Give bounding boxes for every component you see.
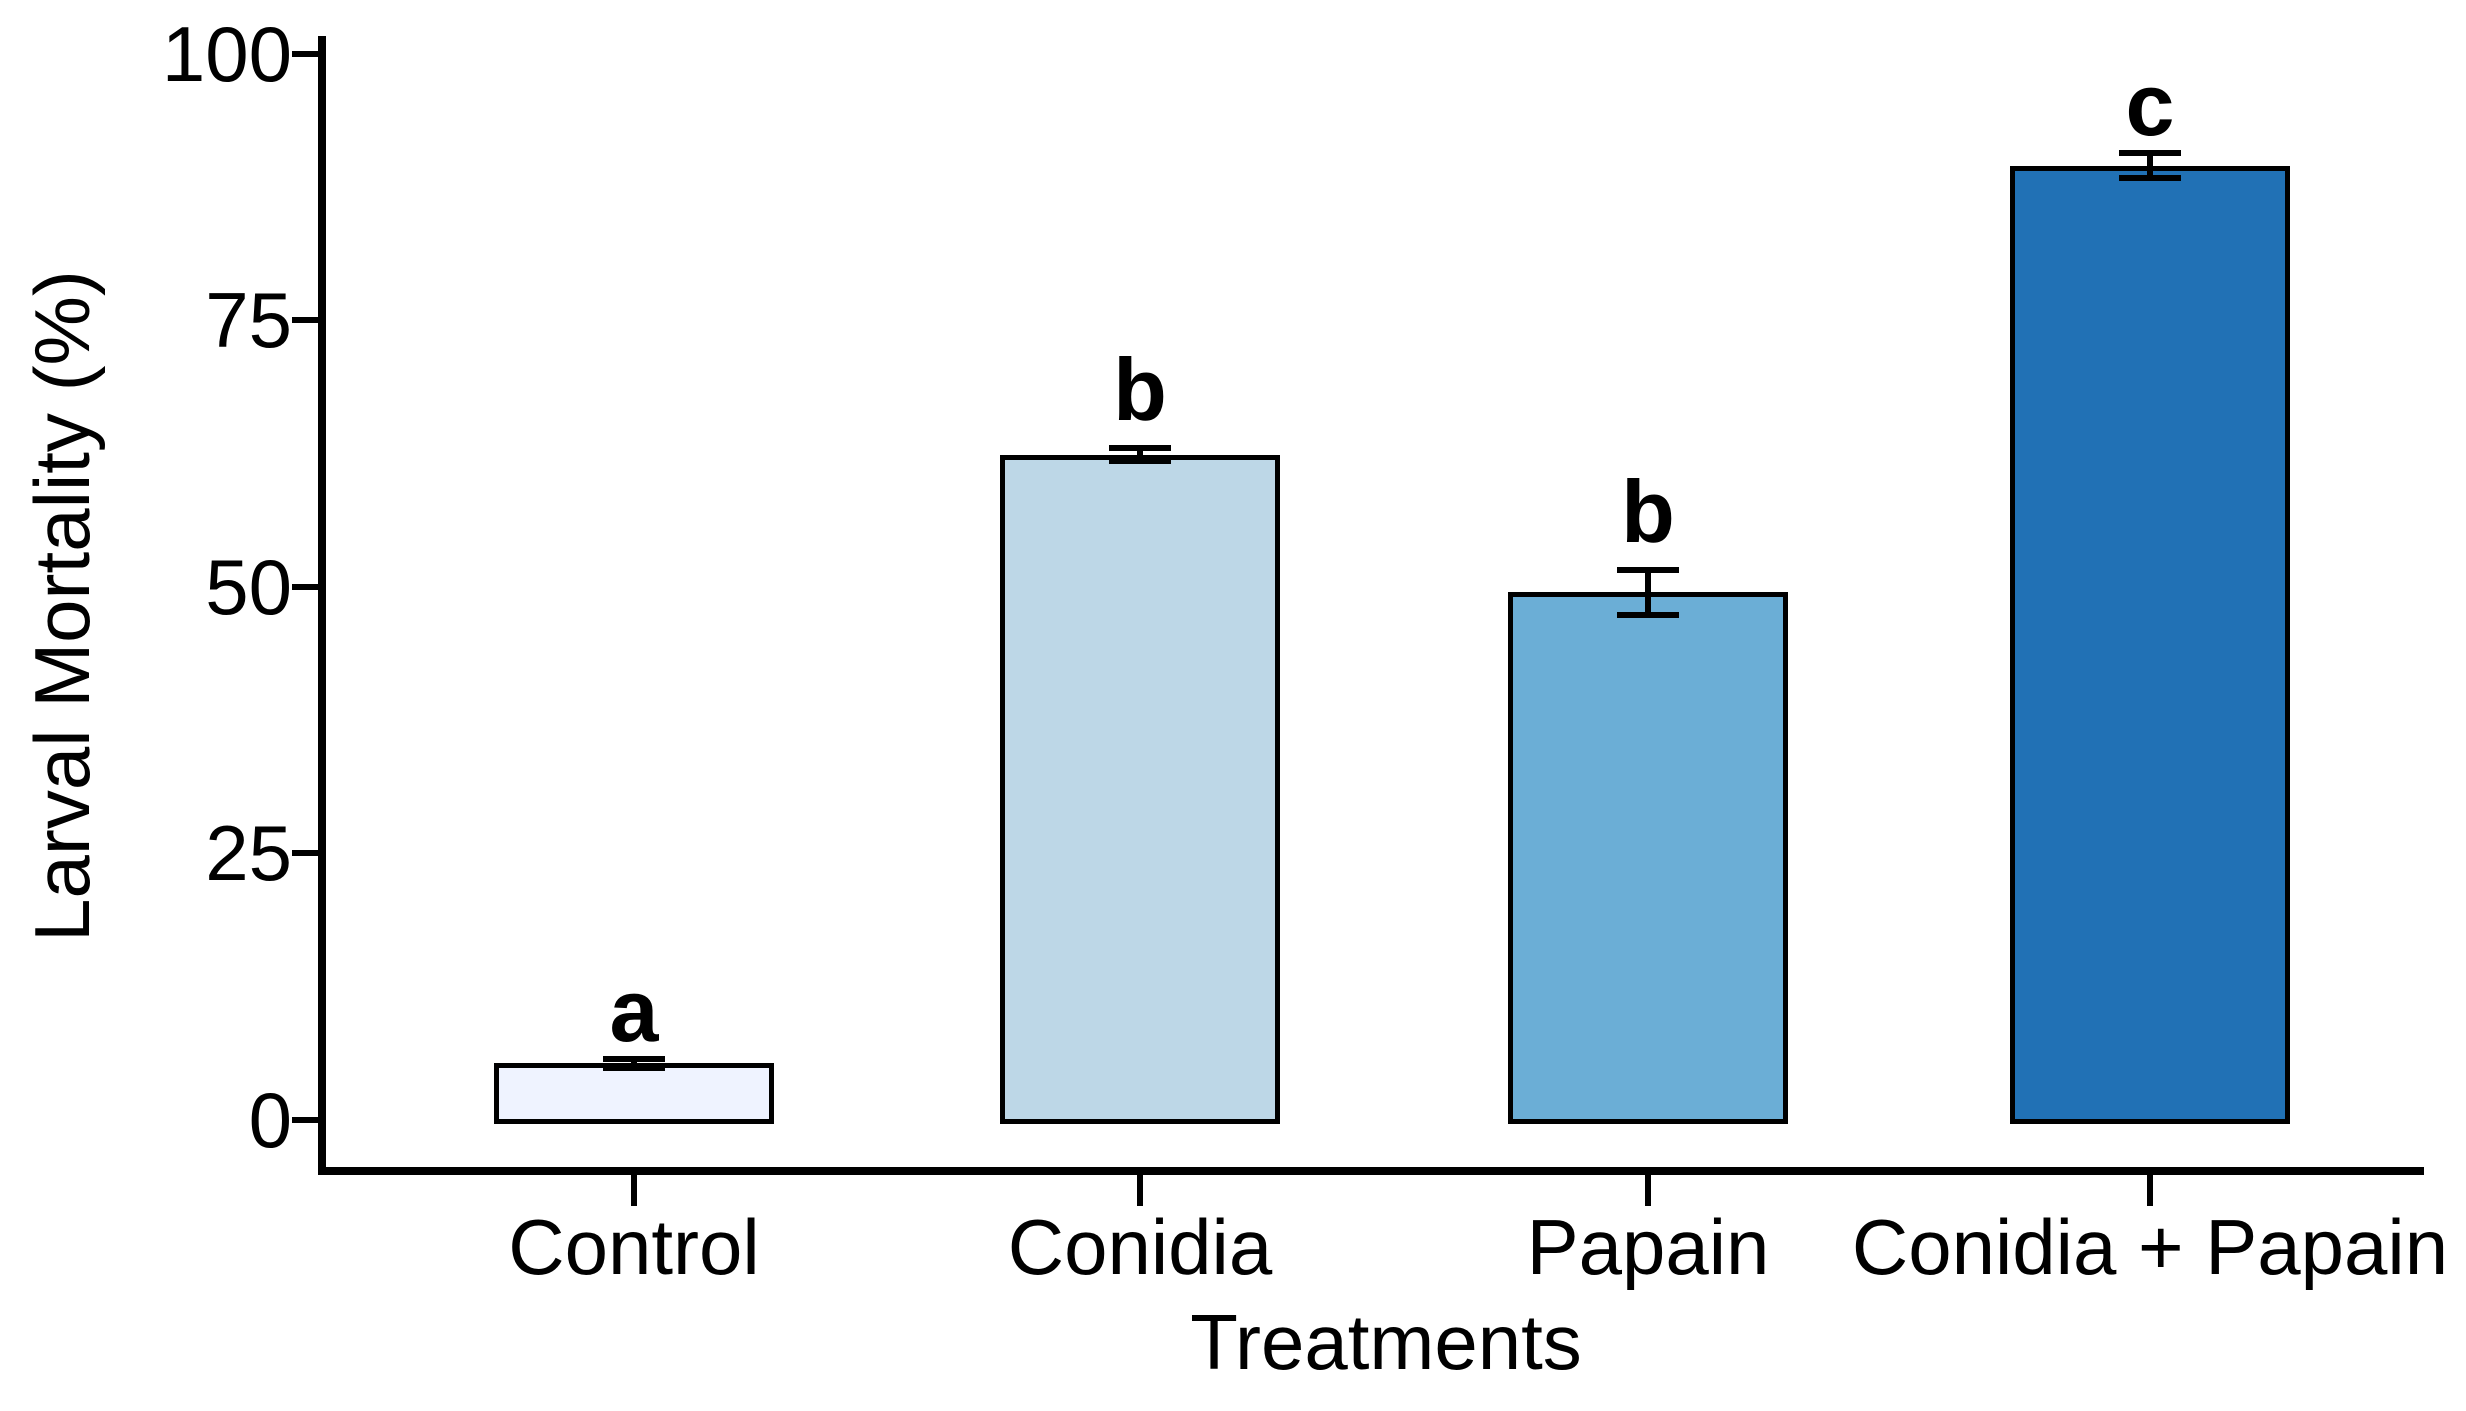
y-tick-100 (292, 51, 320, 57)
error-cap-top-0 (603, 1056, 665, 1062)
y-tick-label-50: 50 (205, 543, 292, 631)
x-tick-2 (1645, 1175, 1651, 1206)
y-tick-label-0: 0 (248, 1076, 292, 1164)
bar-conidia-papain (2010, 166, 2290, 1124)
x-tick-label-0: Control (508, 1203, 760, 1291)
x-tick-label-3: Conidia + Papain (1851, 1203, 2449, 1291)
error-cap-top-3 (2119, 150, 2181, 156)
y-tick-label-75: 75 (205, 276, 292, 364)
x-tick-label-2: Papain (1526, 1203, 1770, 1291)
bar-papain (1508, 592, 1788, 1124)
error-bar-3 (2147, 153, 2153, 179)
error-cap-bottom-3 (2119, 175, 2181, 181)
error-bar-0 (631, 1059, 637, 1068)
sig-letter-a-0: a (609, 961, 659, 1060)
y-tick-0 (292, 1117, 320, 1123)
error-cap-bottom-1 (1109, 458, 1171, 464)
x-tick-0 (631, 1175, 637, 1206)
error-cap-top-1 (1109, 445, 1171, 451)
y-axis-line (318, 36, 326, 1175)
sig-letter-c-3: c (2125, 55, 2175, 154)
error-bar-1 (1137, 448, 1143, 461)
error-cap-top-2 (1617, 567, 1679, 573)
x-tick-1 (1137, 1175, 1143, 1206)
sig-letter-b-1: b (1113, 340, 1167, 439)
bar-control (494, 1063, 774, 1124)
x-tick-label-1: Conidia (1007, 1203, 1273, 1291)
error-bar-2 (1645, 570, 1651, 615)
error-cap-bottom-0 (603, 1065, 665, 1071)
x-axis-title: Treatments (1190, 1298, 1582, 1386)
y-tick-50 (292, 584, 320, 590)
y-tick-75 (292, 317, 320, 323)
x-axis-line (318, 1167, 2424, 1175)
bar-conidia (1000, 455, 1280, 1124)
y-tick-label-25: 25 (205, 809, 292, 897)
y-tick-label-100: 100 (161, 10, 292, 98)
y-tick-25 (292, 850, 320, 856)
error-cap-bottom-2 (1617, 612, 1679, 618)
x-tick-3 (2147, 1175, 2153, 1206)
sig-letter-b-2: b (1621, 462, 1675, 561)
